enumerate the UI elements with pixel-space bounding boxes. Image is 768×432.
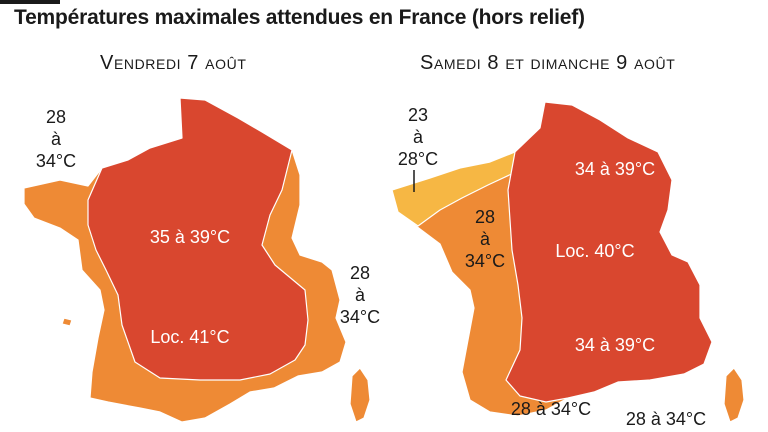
right-panel-heading: Samedi 8 et dimanche 9 août <box>420 52 676 74</box>
left-island-ile <box>61 317 73 327</box>
right-zone-south-label: 28 à 34°C <box>510 399 592 419</box>
page-title: Températures maximales attendues en Fran… <box>14 6 585 29</box>
brittany-line3: 28°C <box>397 149 439 169</box>
brittany-line1: 23 <box>407 105 429 125</box>
atlantic-line1: 28 <box>474 207 496 227</box>
right-zone-atlantic-label: 28 à 34°C <box>455 206 515 272</box>
right-zone-north-east-label: 34 à 39°C <box>574 159 656 179</box>
right-zone-local-label: Loc. 40°C <box>555 241 635 261</box>
left-zone-east-label: 28 à 34°C <box>330 262 390 328</box>
left-zone-hot <box>87 97 309 381</box>
right-zone-brittany-label: 23 à 28°C <box>388 104 448 170</box>
title-decor-strip <box>0 0 60 4</box>
right-france-map <box>391 101 745 423</box>
left-outer-line2: à <box>50 129 61 149</box>
left-zone-center-label: 35 à 39°C <box>149 227 231 247</box>
right-zone-south-east-label: 34 à 39°C <box>574 335 656 355</box>
left-zone-outer-label: 28 à 34°C <box>26 106 86 172</box>
right-zone-hot <box>505 101 713 403</box>
left-outer-line3: 34°C <box>35 151 77 171</box>
right-corsica <box>723 367 745 423</box>
left-panel-heading: Vendredi 7 août <box>100 52 247 74</box>
left-corsica <box>349 367 371 423</box>
atlantic-line2: à <box>479 229 490 249</box>
left-france-map <box>23 97 371 423</box>
left-zone-local-label: Loc. 41°C <box>150 327 230 347</box>
right-zone-mild <box>391 151 521 227</box>
atlantic-line3: 34°C <box>464 251 506 271</box>
left-east-line3: 34°C <box>339 307 381 327</box>
left-outer-line1: 28 <box>45 107 67 127</box>
left-east-line1: 28 <box>349 263 371 283</box>
right-zone-corsica-label: 28 à 34°C <box>625 409 707 429</box>
brittany-line2: à <box>412 127 423 147</box>
left-east-line2: à <box>354 285 365 305</box>
